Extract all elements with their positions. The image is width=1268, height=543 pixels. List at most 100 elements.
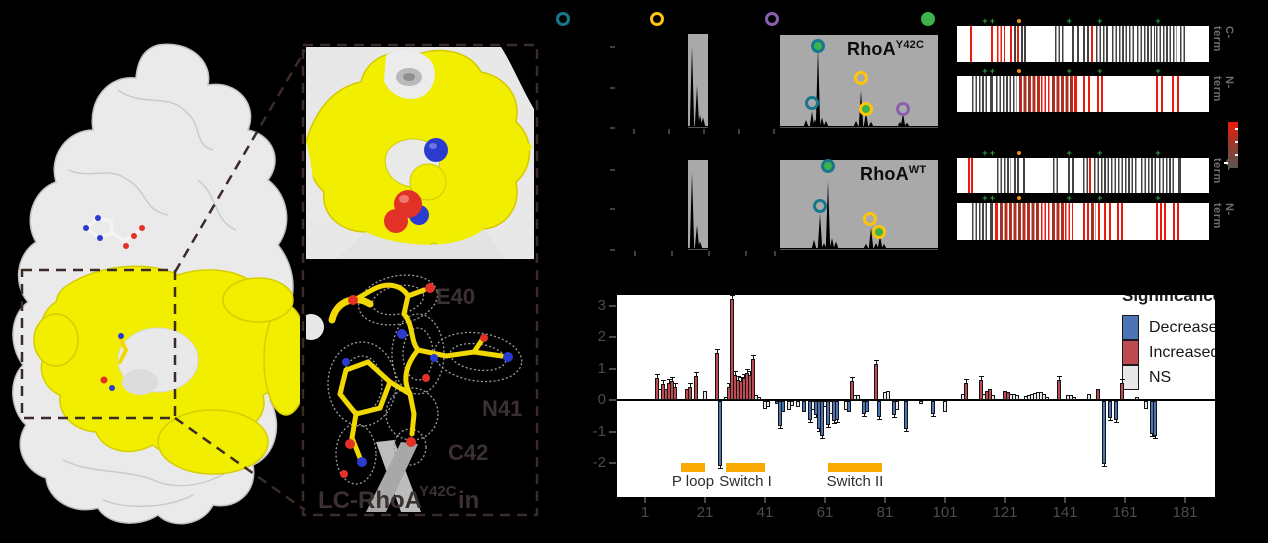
modification-marker-plus: + [982,148,988,158]
error-whisker [816,414,817,419]
barcode-segment [1176,203,1179,240]
bar [718,401,722,466]
error-whisker [675,383,676,388]
bar [886,390,890,400]
barcode-segment [1094,158,1116,193]
x-tick [774,251,776,256]
barcode-segment [1087,203,1090,240]
pocket-shadow [122,369,158,395]
error-cap [979,375,984,377]
y-tick [610,46,615,48]
barcode-row-label: N-term [1211,203,1235,229]
bar [904,401,908,430]
bar [1015,395,1019,400]
error-cap [1057,375,1062,377]
error-whisker [837,418,838,423]
error-whisker [933,412,934,417]
error-whisker [720,464,721,469]
barcode-segment [1083,76,1086,112]
error-whisker [1110,417,1111,422]
error-whisker [879,415,880,420]
x-axis-tick [1124,497,1126,503]
spectrum-peak [873,243,879,248]
error-cap [814,417,819,419]
barcode-segment [1118,158,1139,193]
barcode-segment [1172,203,1175,240]
barcode-segment [1041,203,1051,240]
barcode-segment [1017,158,1020,193]
x-tick [703,129,705,134]
error-whisker [741,377,742,382]
barcode-segment [1083,158,1088,193]
barcode-row-label: C-term [1211,26,1235,52]
error-cap [715,348,720,350]
error-whisker [738,375,739,380]
error-cap [661,380,666,382]
modification-marker-plus: + [1155,16,1161,26]
error-cap [808,421,813,423]
bar [781,401,785,413]
error-cap [694,372,699,374]
spectrum-baseline [780,126,938,128]
nucleotide-atoms [83,215,145,249]
barcode-segment [1052,158,1058,193]
x-tick [671,251,673,256]
error-whisker [894,414,895,419]
x-axis-label: 41 [756,504,774,521]
x-axis-tick [704,497,706,503]
spectrum-peak [904,122,910,126]
spectrum-baseline [688,248,708,250]
bar [1072,396,1076,400]
error-cap [670,377,675,379]
error-whisker [810,418,811,423]
barcode-segment [1091,26,1094,62]
residue-label-e40: E40 [436,284,475,309]
barcode-segment [1137,26,1155,62]
barcode-segment [1013,158,1016,193]
colorbar-tick [1224,162,1228,164]
error-whisker [729,383,730,388]
modification-marker-plus: + [982,16,988,26]
x-axis-tick [764,497,766,503]
nitrogen-highlight [429,143,437,149]
spectrum-label-sup: Y42C [895,39,925,51]
bar [1135,396,1139,400]
barcode-segment [1160,203,1163,240]
barcode-segment [1020,26,1023,62]
barcode-segment [1180,26,1186,62]
region-annotation-bar [726,463,765,472]
barcode-segment [997,158,1012,193]
error-cap [778,428,783,430]
spectrum-peak [817,213,823,248]
x-axis-label: 161 [1112,504,1138,521]
modification-marker-plus: + [1066,66,1072,76]
spectrum-baseline [780,248,938,250]
spectrum-baseline [688,126,708,128]
bar [1144,401,1148,409]
zero-line [617,399,1215,401]
peak-annotation-circle [872,225,886,239]
barcode-segment [1160,76,1163,112]
error-cap [892,417,897,419]
error-cap [733,370,738,372]
y-axis-tick [609,367,616,370]
barcode-segment [1140,158,1157,193]
error-whisker [753,355,754,360]
barcode-segment [1158,158,1177,193]
error-cap [1102,466,1107,467]
spectrum-peak [897,121,903,126]
bar [688,387,692,400]
error-cap [751,355,756,357]
error-cap [667,378,672,380]
spectrum-label-main: RhoA [847,39,896,59]
bar [1114,401,1118,420]
error-whisker [1152,433,1153,438]
error-cap [727,383,732,385]
bar [1102,401,1106,464]
peak-marker-legend-yellow [650,12,664,26]
error-whisker [696,372,697,377]
electron-density-panel: E40 N41 C42 LC-RhoA Y42C in [306,274,522,514]
spectrum-peak [815,46,821,127]
x-axis-label: 21 [696,504,714,521]
bar [874,363,878,400]
